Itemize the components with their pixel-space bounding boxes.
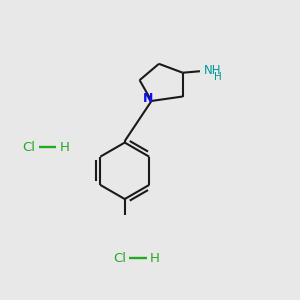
- Text: H: H: [214, 72, 222, 82]
- Text: N: N: [143, 92, 153, 105]
- Text: NH: NH: [203, 64, 221, 77]
- Text: Cl: Cl: [113, 252, 126, 265]
- Text: H: H: [59, 140, 69, 154]
- Text: Cl: Cl: [22, 140, 35, 154]
- Text: H: H: [150, 252, 160, 265]
